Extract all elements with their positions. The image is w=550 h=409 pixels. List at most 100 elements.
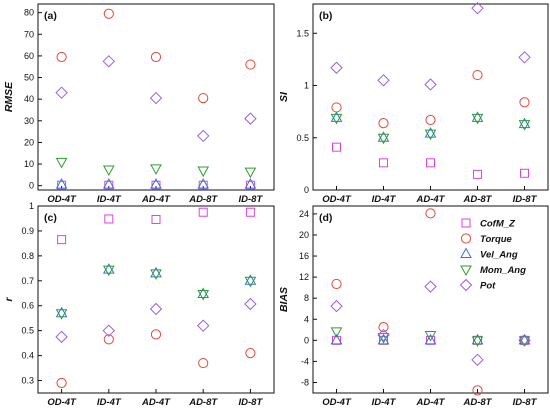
data-point-vel-ang [330,333,343,345]
data-point-mom-ang [424,331,437,342]
data-point-mom-ang [55,309,68,320]
data-point-pot [196,129,210,143]
y-tick-label: 12 [299,272,309,282]
data-point-cofm-z [57,235,67,245]
panel-c: 0.3 0.4 0.5 0.6 0.7 0.8 0.9 1 OD-4T ID-4T AD-4T AD-… [3,201,275,408]
data-point-cofm-z [245,207,255,217]
legend-label: Pot [480,281,496,292]
x-tick-label: AD-8T [463,194,493,205]
data-point-pot [244,297,257,311]
data-point-torque [331,102,342,113]
data-point-mom-ang [377,133,390,145]
data-point-mom-ang [102,165,115,176]
data-point-pot [196,319,210,332]
y-tick-label: 70 [24,29,34,39]
data-point-torque [150,51,162,63]
data-point-cofm-z [332,142,341,152]
data-point-mom-ang [424,129,437,141]
y-tick-label: 24 [299,209,309,219]
legend-marker [460,265,472,277]
data-point-pot [330,299,343,313]
data-point-vel-ang [102,263,115,274]
data-point-vel-ang [377,131,390,142]
y-tick-label: 16 [299,251,309,261]
data-point-vel-ang [471,111,484,122]
y-tick-label: 0 [304,335,309,345]
data-point-cofm-z [57,180,67,190]
data-point-cofm-z [198,207,208,217]
data-point-vel-ang [150,266,162,278]
data-point-torque [378,322,389,333]
y-tick-label: 20 [299,230,309,240]
data-point-torque [56,51,67,63]
y-tick-label: 8 [304,293,309,303]
legend-label: Torque [480,234,513,245]
x-tick-label: AD-8T [463,397,493,408]
data-point-torque [378,118,389,129]
data-point-pot [424,280,437,293]
y-tick-label: 0.9 [21,226,34,236]
data-point-mom-ang [471,113,484,125]
y-tick-label: -4 [301,356,309,366]
data-point-pot [471,353,484,367]
data-point-cofm-z [473,169,482,179]
y-tick-label: 0.6 [21,301,34,311]
data-point-mom-ang [518,120,531,131]
y-tick-label: 4 [304,314,309,324]
y-axis-title: RMSE [3,81,15,112]
data-point-vel-ang [244,178,257,189]
y-tick-label: 1 [29,201,34,211]
data-point-pot [330,61,343,74]
data-point-pot [55,330,68,344]
y-tick-label: 0 [29,181,34,191]
data-point-mom-ang [244,276,257,288]
data-point-vel-ang [197,287,210,299]
data-point-mom-ang [150,269,162,280]
y-tick-label: 0.5 [296,133,309,143]
panel-label: (d) [319,212,332,224]
data-point-mom-ang [102,265,115,277]
y-tick-label: 60 [24,51,34,61]
y-tick-label: 10 [24,159,34,169]
x-tick-label: AD-4T [141,397,171,408]
y-tick-label: 0.3 [21,376,34,386]
data-point-vel-ang [518,333,531,345]
data-point-mom-ang [518,336,531,347]
y-tick-label: 1.5 [296,28,309,38]
data-point-pot [102,55,116,68]
y-axis-title: BIAS [278,287,290,312]
plot-frame [37,3,275,191]
panel-label: (c) [44,212,57,224]
panel-label: (b) [319,10,332,22]
legend: CofM_Z Torque Vel_Ang Mom_Ang Pot [459,218,526,292]
data-point-mom-ang [150,164,162,175]
panel-b: 0 0.5 1 1.5 OD-4T ID-4T AD-4T AD-8T ID-8T SI (b) [278,1,549,205]
legend-label: Mom_Ang [480,265,526,276]
y-axis-title: SI [278,91,290,102]
y-tick-label: 0.7 [21,276,34,286]
data-point-cofm-z [426,158,435,168]
data-point-mom-ang [244,167,257,179]
legend-label: Vel_Ang [480,250,518,261]
data-point-pot [149,91,163,105]
data-point-pot [102,324,116,337]
data-point-torque [198,92,209,104]
x-tick-label: ID-8T [239,194,264,205]
data-point-cofm-z [245,180,255,190]
y-tick-label: 0.4 [21,351,34,361]
x-tick-label: AD-4T [141,194,171,205]
x-tick-label: OD-4T [47,194,77,205]
panel-a: 0 10 20 30 40 50 60 70 80 OD-4T ID-4T AD-4T AD-8T ID-… [3,3,275,205]
panel-d: -8 -4 0 4 8 12 16 20 24 OD-4T ID-4T AD-4T AD-8T ID-8T… [278,205,549,408]
data-point-vel-ang [197,178,210,189]
data-point-torque [472,69,483,81]
x-tick-label: OD-4T [322,194,352,205]
data-point-pot [377,74,390,87]
data-point-torque [245,348,256,359]
data-point-torque [150,329,162,340]
data-point-cofm-z [379,158,388,168]
data-point-cofm-z [104,180,114,190]
x-tick-label: AD-4T [416,397,446,408]
legend-marker [460,247,472,258]
